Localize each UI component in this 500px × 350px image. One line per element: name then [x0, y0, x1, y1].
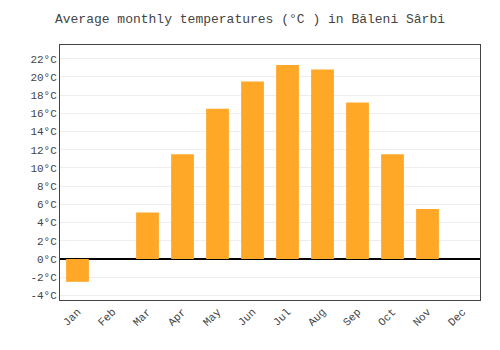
svg-text:Jul: Jul	[271, 306, 293, 328]
svg-text:16°C: 16°C	[30, 108, 57, 120]
svg-text:-2°C: -2°C	[30, 272, 57, 284]
svg-text:4°C: 4°C	[37, 217, 57, 229]
svg-text:Oct: Oct	[376, 306, 398, 328]
svg-text:Jan: Jan	[61, 306, 83, 328]
svg-text:Nov: Nov	[411, 306, 434, 329]
svg-text:22°C: 22°C	[30, 54, 57, 66]
svg-text:6°C: 6°C	[37, 199, 57, 211]
svg-text:2°C: 2°C	[37, 236, 57, 248]
svg-text:Apr: Apr	[166, 306, 188, 328]
svg-text:8°C: 8°C	[37, 181, 57, 193]
svg-text:20°C: 20°C	[30, 72, 57, 84]
svg-text:Average monthly temperatures (: Average monthly temperatures (°C ) in Bă…	[55, 12, 445, 27]
svg-text:Aug: Aug	[306, 306, 328, 328]
svg-text:-4°C: -4°C	[30, 290, 57, 302]
svg-text:Sep: Sep	[341, 306, 363, 328]
svg-text:Feb: Feb	[96, 306, 118, 328]
svg-text:May: May	[201, 306, 224, 329]
svg-text:10°C: 10°C	[30, 163, 57, 175]
svg-text:Dec: Dec	[446, 306, 468, 328]
svg-text:12°C: 12°C	[30, 145, 57, 157]
svg-text:Jun: Jun	[236, 306, 258, 328]
svg-text:18°C: 18°C	[30, 90, 57, 102]
svg-text:14°C: 14°C	[30, 126, 57, 138]
svg-text:Mar: Mar	[131, 306, 153, 328]
svg-text:0°C: 0°C	[37, 254, 57, 266]
